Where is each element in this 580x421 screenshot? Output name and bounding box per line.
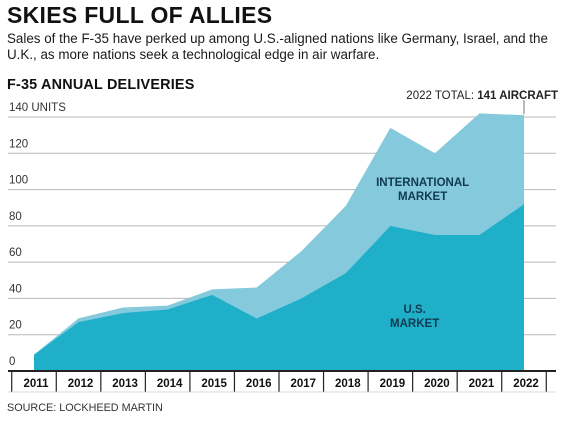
international-market-label: INTERNATIONAL [376, 177, 469, 189]
y-tick-label: 80 [9, 211, 22, 223]
x-tick-label: 2016 [246, 378, 272, 390]
y-tick-label: 120 [9, 138, 28, 150]
x-tick-label: 2014 [157, 378, 183, 390]
x-tick-label: 2020 [424, 378, 450, 390]
international-market-label: MARKET [398, 191, 447, 203]
x-tick-label: 2021 [469, 378, 495, 390]
y-tick-label: 140 UNITS [9, 102, 66, 114]
total-annotation: 2022 TOTAL: 141 AIRCRAFT [406, 90, 558, 102]
y-tick-label: 40 [9, 283, 22, 295]
source-note: SOURCE: LOCKHEED MARTIN [7, 402, 163, 414]
x-tick-label: 2013 [112, 378, 138, 390]
x-tick-label: 2018 [335, 378, 361, 390]
y-tick-label: 20 [9, 320, 22, 332]
x-tick-label: 2022 [513, 378, 539, 390]
y-tick-label: 0 [9, 356, 15, 368]
chart-title: F-35 ANNUAL DELIVERIES [7, 77, 195, 93]
international-market-area [34, 113, 524, 355]
us-market-label: MARKET [390, 318, 439, 330]
subtitle: Sales of the F-35 have perked up among U… [7, 31, 548, 62]
us-market-area [34, 204, 524, 371]
headline: SKIES FULL OF ALLIES [7, 2, 273, 28]
x-tick-label: 2017 [290, 378, 316, 390]
x-tick-label: 2012 [68, 378, 94, 390]
x-tick-label: 2019 [380, 378, 406, 390]
x-tick-label: 2015 [201, 378, 227, 390]
us-market-label: U.S. [403, 304, 425, 316]
y-tick-label: 60 [9, 247, 22, 259]
x-tick-label: 2011 [24, 378, 50, 390]
y-tick-label: 100 [9, 175, 28, 187]
